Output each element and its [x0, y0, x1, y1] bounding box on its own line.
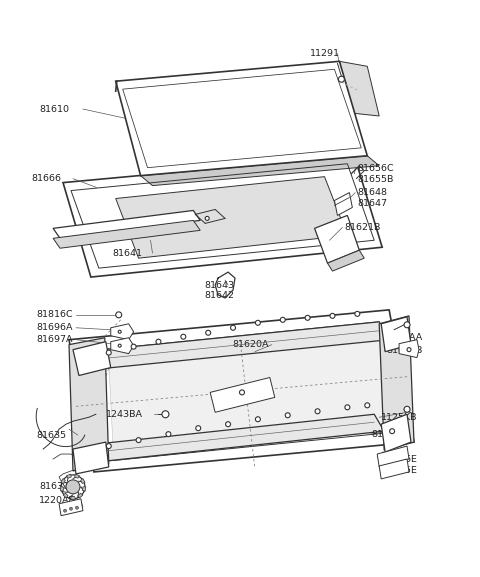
Polygon shape	[210, 377, 275, 413]
Circle shape	[355, 312, 360, 316]
Circle shape	[390, 429, 395, 434]
Circle shape	[61, 475, 85, 499]
Polygon shape	[381, 317, 411, 351]
Text: 81697A: 81697A	[36, 335, 72, 344]
Circle shape	[280, 317, 285, 323]
Text: 81641: 81641	[113, 249, 143, 258]
Text: 81635: 81635	[36, 430, 66, 440]
Text: 81647: 81647	[357, 199, 387, 208]
Circle shape	[75, 506, 78, 509]
Circle shape	[118, 330, 121, 334]
Polygon shape	[116, 61, 367, 175]
Polygon shape	[215, 272, 235, 298]
Polygon shape	[377, 446, 409, 467]
Polygon shape	[53, 211, 200, 238]
Text: 81625E: 81625E	[381, 466, 417, 475]
Text: 81696A: 81696A	[36, 323, 72, 332]
Text: 1243BA: 1243BA	[106, 410, 143, 419]
Polygon shape	[379, 316, 414, 450]
Polygon shape	[69, 338, 109, 471]
Polygon shape	[83, 322, 389, 369]
Text: 11291: 11291	[310, 49, 339, 58]
Polygon shape	[63, 156, 382, 277]
Circle shape	[305, 316, 310, 320]
Circle shape	[330, 313, 335, 319]
Polygon shape	[379, 459, 409, 479]
Polygon shape	[116, 177, 348, 258]
Circle shape	[156, 339, 161, 344]
Polygon shape	[111, 338, 133, 354]
Text: 81622B: 81622B	[386, 346, 422, 355]
Circle shape	[63, 509, 67, 512]
Polygon shape	[109, 332, 384, 461]
Polygon shape	[141, 156, 379, 186]
Circle shape	[131, 344, 136, 349]
Polygon shape	[63, 493, 68, 498]
Text: 1220AA: 1220AA	[386, 333, 423, 342]
Circle shape	[106, 350, 111, 355]
Circle shape	[166, 432, 171, 437]
Circle shape	[404, 322, 410, 328]
Circle shape	[226, 422, 230, 427]
Polygon shape	[59, 499, 83, 516]
Circle shape	[230, 325, 236, 330]
Circle shape	[136, 437, 141, 443]
Polygon shape	[75, 474, 79, 478]
Circle shape	[206, 330, 211, 335]
Polygon shape	[81, 478, 85, 484]
Text: 81631: 81631	[39, 482, 69, 492]
Circle shape	[365, 403, 370, 408]
Polygon shape	[78, 493, 83, 498]
Text: 81666: 81666	[31, 174, 61, 183]
Circle shape	[116, 312, 122, 318]
Circle shape	[196, 426, 201, 430]
Circle shape	[255, 320, 260, 325]
Text: 1220AB: 1220AB	[39, 496, 76, 505]
Circle shape	[255, 417, 260, 422]
Text: 1125KB: 1125KB	[381, 413, 418, 422]
Polygon shape	[381, 414, 411, 452]
Polygon shape	[61, 478, 65, 484]
Text: 81617A: 81617A	[371, 430, 408, 439]
Polygon shape	[96, 414, 384, 461]
Circle shape	[404, 406, 410, 413]
Circle shape	[181, 334, 186, 339]
Circle shape	[66, 480, 80, 494]
Polygon shape	[327, 250, 364, 271]
Polygon shape	[82, 487, 86, 491]
Circle shape	[162, 411, 169, 418]
Polygon shape	[60, 487, 64, 491]
Polygon shape	[69, 310, 414, 472]
Circle shape	[345, 405, 350, 410]
Text: 81655B: 81655B	[357, 175, 394, 184]
Circle shape	[407, 348, 411, 351]
Polygon shape	[111, 324, 133, 340]
Polygon shape	[339, 61, 379, 116]
Text: 81626E: 81626E	[381, 455, 417, 463]
Polygon shape	[73, 342, 111, 376]
Circle shape	[338, 76, 344, 82]
Text: 81620A: 81620A	[232, 340, 268, 349]
Polygon shape	[53, 220, 200, 248]
Text: 81816C: 81816C	[36, 310, 73, 319]
Circle shape	[106, 444, 111, 448]
Circle shape	[240, 390, 244, 395]
Polygon shape	[73, 442, 109, 474]
Text: 81642: 81642	[204, 291, 234, 301]
Polygon shape	[399, 340, 419, 358]
Polygon shape	[335, 193, 352, 215]
Text: 81656C: 81656C	[357, 164, 394, 173]
Circle shape	[315, 409, 320, 414]
Circle shape	[285, 413, 290, 418]
Text: 81610: 81610	[39, 104, 69, 114]
Circle shape	[118, 344, 121, 347]
Polygon shape	[67, 474, 71, 478]
Circle shape	[70, 507, 72, 510]
Polygon shape	[71, 497, 75, 500]
Text: 81643: 81643	[204, 280, 234, 290]
Polygon shape	[314, 215, 360, 263]
Text: 81648: 81648	[357, 188, 387, 197]
Text: 81621B: 81621B	[344, 223, 381, 232]
Circle shape	[205, 216, 209, 220]
